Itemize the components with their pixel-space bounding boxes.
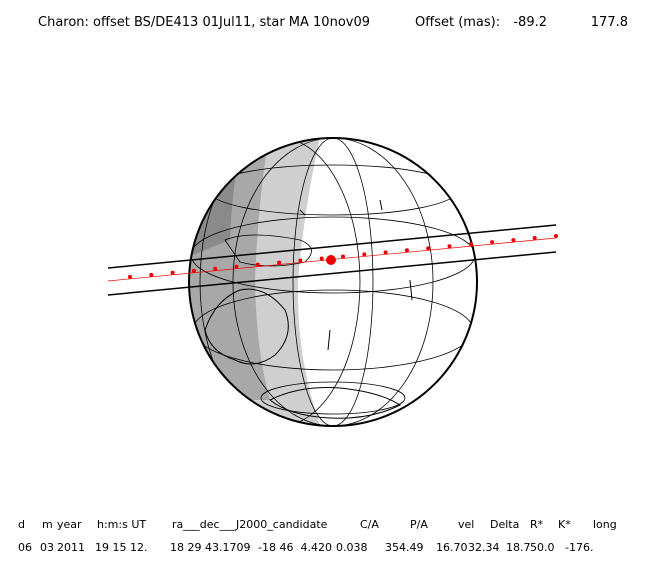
table-cell: 03 (40, 541, 54, 554)
table-cell: 18 29 43.1709 (170, 541, 250, 554)
track-point (298, 258, 303, 263)
column-header: ra___dec___J2000_candidate (172, 518, 328, 531)
track-point (554, 234, 558, 238)
offset-label: Offset (mas): (415, 15, 500, 30)
table-cell: 18.7 (506, 541, 531, 554)
column-header: d (18, 518, 25, 531)
track-point (255, 262, 260, 267)
track-point (170, 270, 175, 275)
table-cell: 2011 (57, 541, 85, 554)
track-point (468, 242, 473, 247)
track-point (383, 250, 388, 255)
table-cell: 0.038 (336, 541, 368, 554)
track-point (128, 274, 132, 279)
track-point (447, 244, 452, 249)
column-header: R* (530, 518, 544, 531)
track-point (341, 254, 345, 259)
track-point (191, 268, 196, 273)
track-point (149, 272, 154, 277)
track-point (362, 252, 367, 257)
shadow-path (107, 224, 558, 296)
track-point (213, 266, 218, 271)
column-header: h:m:s UT (97, 518, 146, 531)
column-header: m (42, 518, 53, 531)
track-point (404, 248, 409, 253)
offset-value: 177.8 (591, 15, 628, 30)
track-point (511, 238, 516, 243)
title: Charon: offset BS/DE413 01Jul11, star MA… (38, 15, 370, 30)
track-point (426, 246, 431, 251)
column-header: P/A (410, 518, 428, 531)
column-header: Delta (490, 518, 519, 531)
track-point (277, 260, 282, 265)
column-header: C/A (360, 518, 379, 531)
offset-value: -89.2 (513, 15, 547, 30)
column-header: K* (558, 518, 571, 531)
track-point (532, 236, 537, 241)
table-cell: 16.70 (436, 541, 468, 554)
table: d m year h:m:s UT ra___dec___J2000_candidate… (18, 518, 617, 554)
table-cell: 32.34 (468, 541, 500, 554)
track-point (319, 256, 324, 261)
column-header: long (593, 518, 617, 531)
track-point (234, 264, 239, 269)
table-cell: -176. (565, 541, 593, 554)
column-header: vel (458, 518, 474, 531)
table-cell: 06 (18, 541, 32, 554)
table-cell: 50.0 (530, 541, 555, 554)
globe (188, 137, 478, 427)
track-point (490, 240, 495, 245)
table-cell: -18 46 4.420 (258, 541, 332, 554)
table-cell: 354.49 (385, 541, 424, 554)
column-header: year (57, 518, 82, 531)
table-cell: 19 15 12. (95, 541, 147, 554)
